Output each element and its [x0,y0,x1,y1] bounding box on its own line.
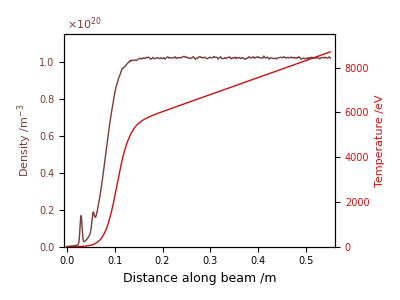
Text: $\times10^{20}$: $\times10^{20}$ [67,15,102,32]
X-axis label: Distance along beam /m: Distance along beam /m [123,272,276,285]
Y-axis label: Density /m$^{-3}$: Density /m$^{-3}$ [15,104,34,177]
Y-axis label: Temperature /eV: Temperature /eV [375,94,385,187]
